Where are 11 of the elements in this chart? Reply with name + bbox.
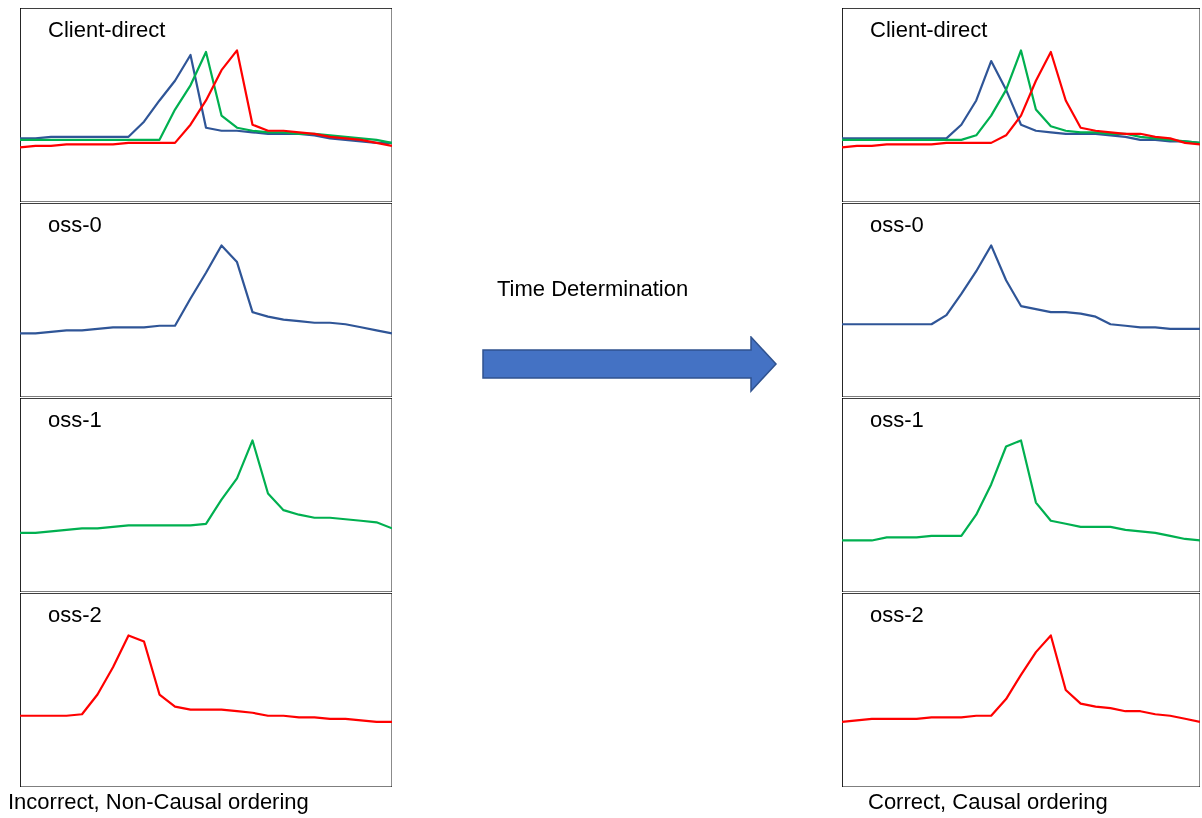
chart-title: oss-0 [870, 212, 924, 237]
chart-title: Client-direct [48, 17, 166, 42]
chart-title: Client-direct [870, 17, 988, 42]
text: Incorrect, Non-Causal ordering [8, 789, 309, 815]
chart-title: oss-0 [48, 212, 102, 237]
text: Time Determination [497, 276, 689, 302]
chart-title: oss-2 [870, 602, 924, 627]
text: Correct, Causal ordering [868, 789, 1108, 815]
chart-title: oss-2 [48, 602, 102, 627]
chart-title: oss-1 [48, 407, 102, 432]
chart-title: oss-1 [870, 407, 924, 432]
